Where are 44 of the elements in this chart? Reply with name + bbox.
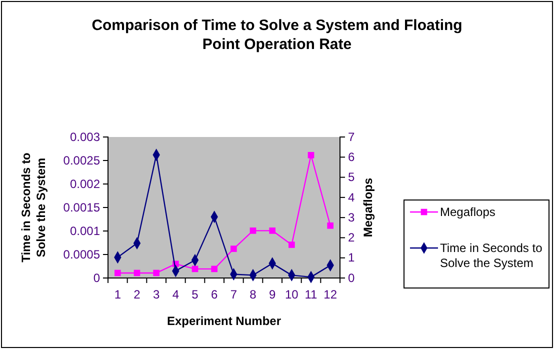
x-tick-label: 8 — [250, 288, 257, 302]
x-tick-label: 3 — [152, 288, 160, 302]
y2-tick-label: 5 — [348, 170, 355, 184]
x-tick-label: 10 — [284, 288, 299, 302]
y2-tick-label: 3 — [348, 210, 355, 224]
point — [192, 266, 198, 272]
point — [308, 152, 314, 158]
point — [211, 266, 218, 272]
y-tick-label: 0.001 — [70, 224, 100, 238]
x-tick-label: 5 — [192, 288, 199, 302]
point — [269, 228, 276, 234]
y2-tick-label: 2 — [348, 230, 355, 245]
y-tick-label: 0.0005 — [63, 247, 100, 262]
point — [250, 228, 256, 234]
x-tick-label: 11 — [304, 288, 318, 302]
y-axis-title: Time in Seconds to Solve the System — [19, 152, 48, 262]
y2-tick-label: 0 — [348, 270, 355, 285]
y2-axis-title: Megaflops — [361, 178, 375, 238]
chart-title: Comparison of Time to Solve a System and Floating Point Operation Rate — [92, 17, 462, 53]
x-tick-label: 6 — [210, 288, 218, 302]
x-tick-label: 9 — [268, 288, 276, 302]
point — [288, 242, 295, 248]
y-tick-label: 0 — [93, 270, 100, 285]
y-tick-label: 0.003 — [70, 130, 100, 144]
point — [134, 270, 140, 276]
x-tick-label: 7 — [230, 288, 238, 302]
point — [230, 246, 237, 252]
x-tick-label: 2 — [134, 288, 141, 302]
y2-tick-label: 4 — [348, 190, 355, 204]
point — [153, 270, 160, 276]
point — [114, 270, 121, 276]
point — [327, 222, 334, 229]
legend-label: Megaflops — [440, 205, 496, 219]
y-tick-label: 0.002 — [70, 176, 100, 191]
y-tick-label: 0.0015 — [63, 200, 100, 214]
y-tick-label: 0.0025 — [63, 153, 100, 168]
x-tick-label: 1 — [114, 288, 122, 302]
y2-tick-label: 6 — [348, 150, 355, 164]
legend-label: Time in Seconds to Solve the System — [440, 241, 543, 270]
y2-tick-label: 7 — [348, 130, 355, 144]
x-axis-title: Experiment Number — [166, 314, 282, 328]
x-tick-label: 12 — [324, 288, 338, 302]
y2-tick-label: 1 — [348, 250, 355, 265]
x-tick-label: 4 — [172, 288, 180, 302]
